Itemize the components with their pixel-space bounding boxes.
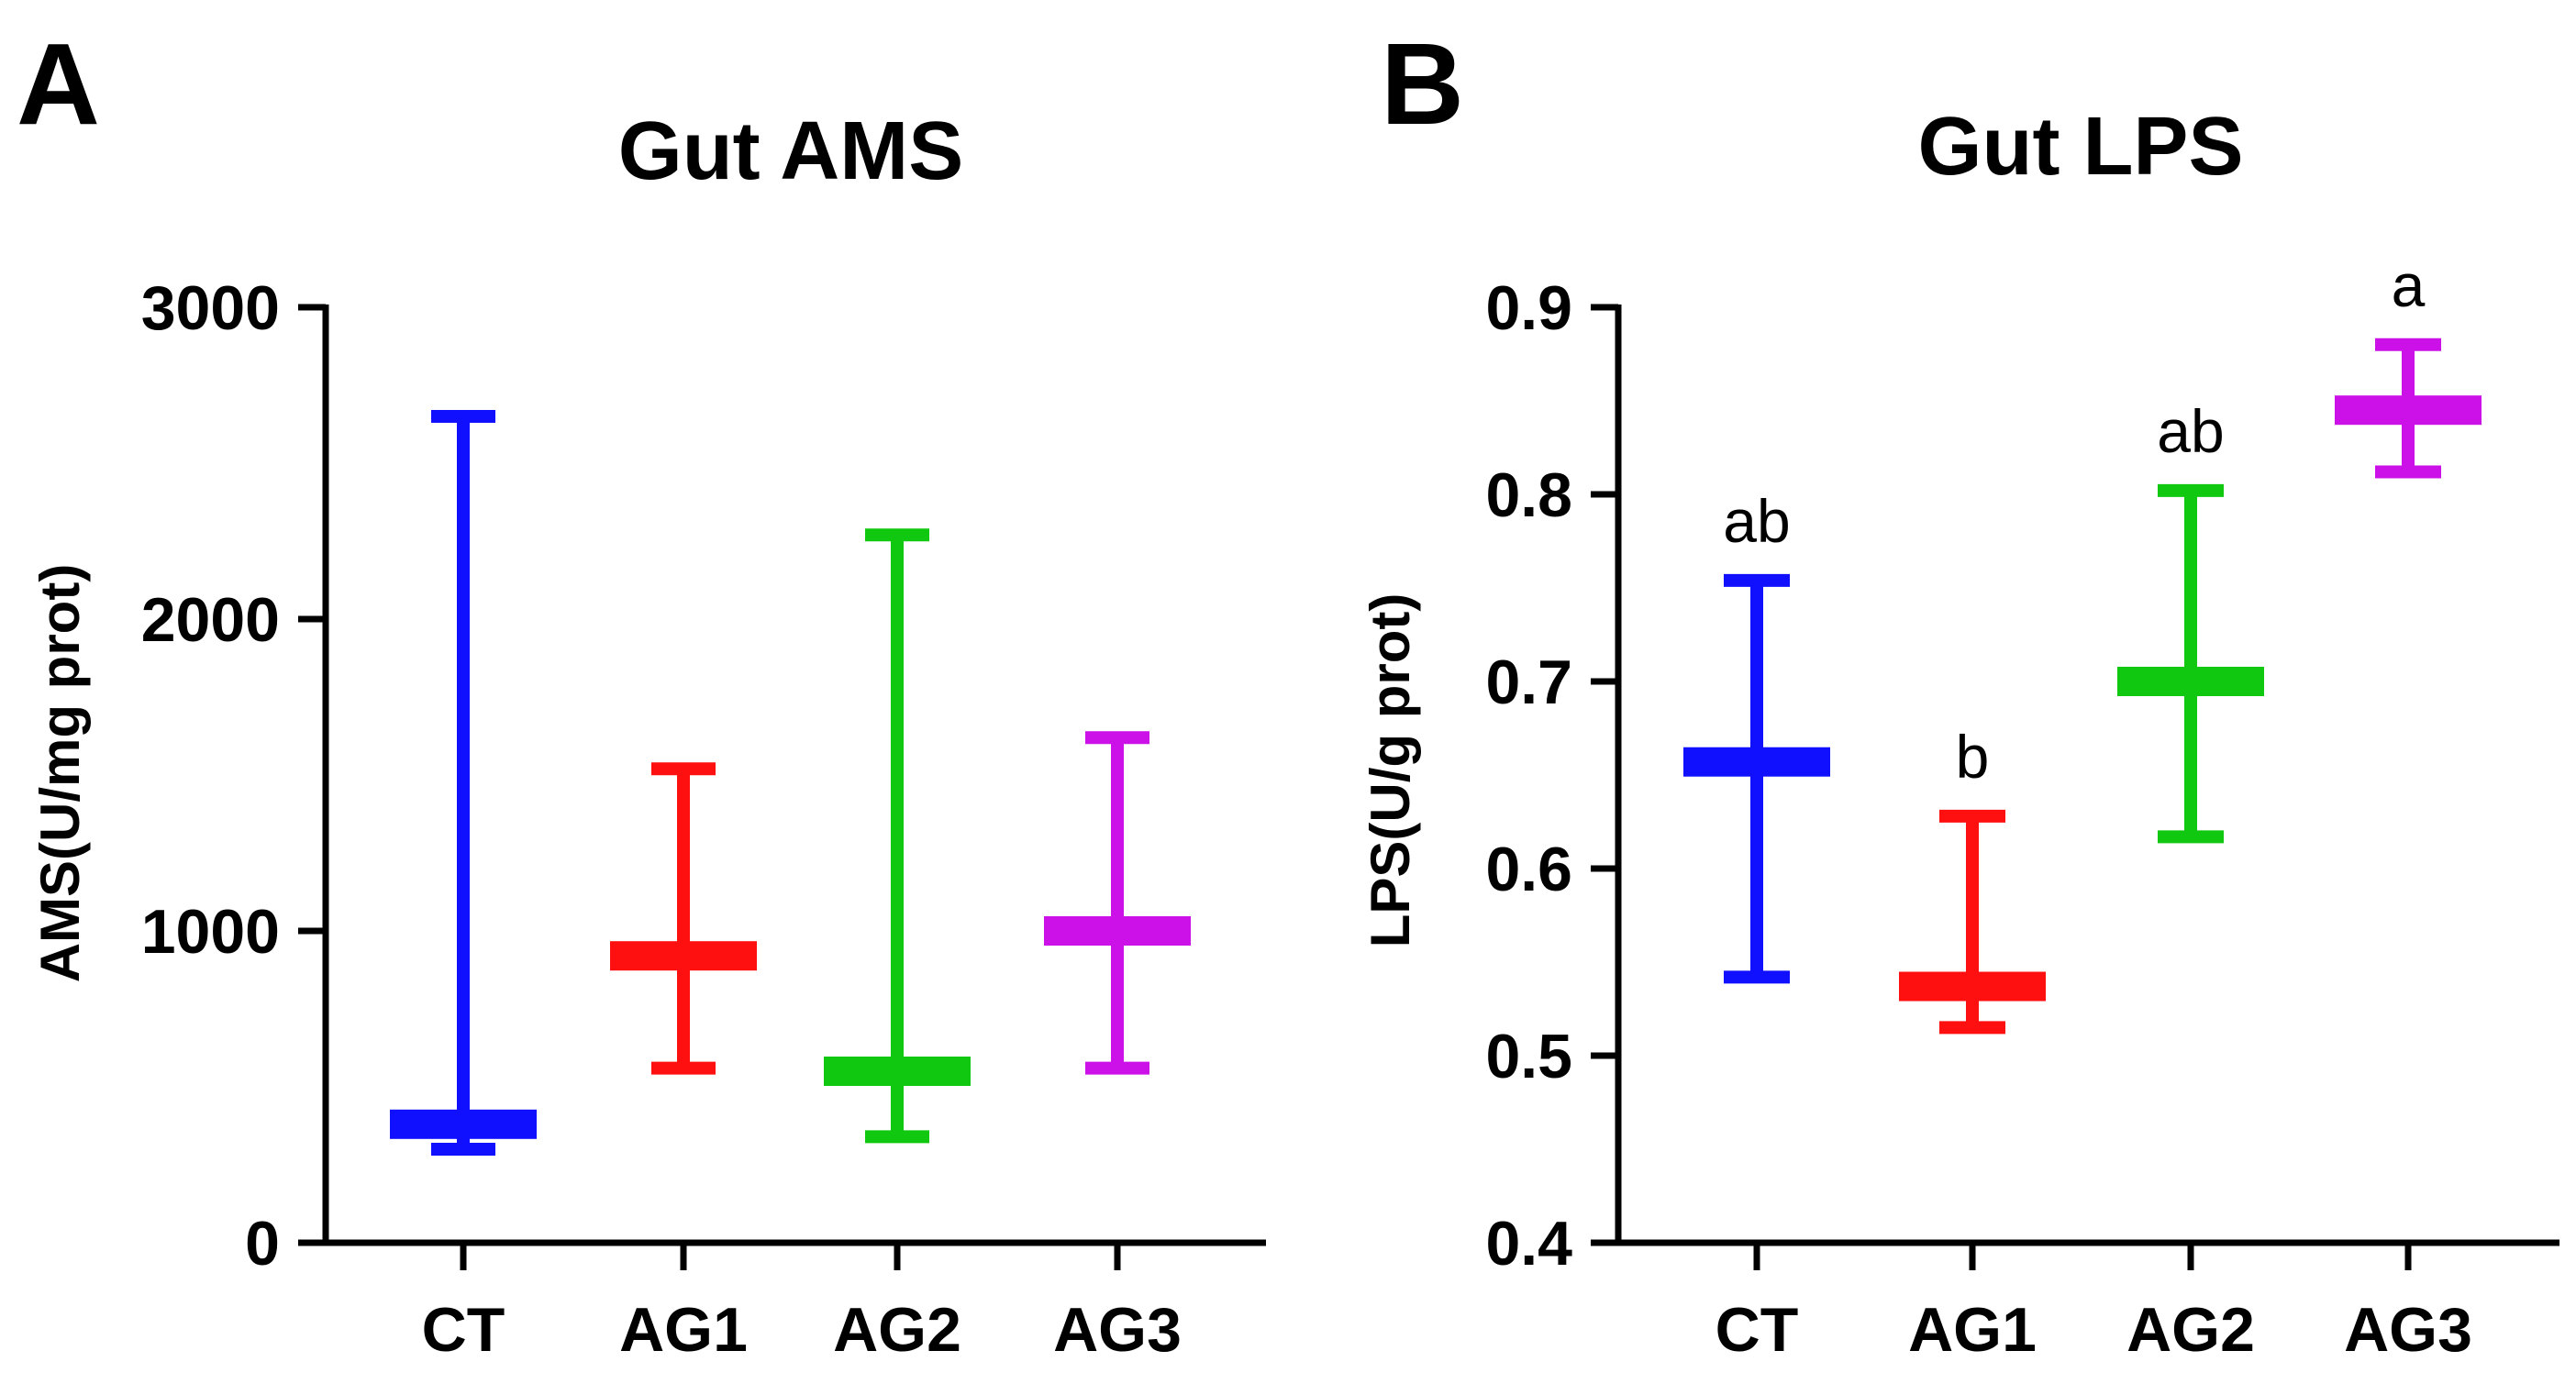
panel-b-significance-label-ag3: a xyxy=(2392,251,2426,319)
panel-b-x-tick-label-ct: CT xyxy=(1715,1295,1799,1365)
panel-a-title: Gut AMS xyxy=(618,105,964,197)
panel-b-median-bar-ag2 xyxy=(2117,667,2264,696)
panel-a-plot-area: 0 1000 2000 3000 CT AG1 AG2 AG3 xyxy=(141,273,1266,1365)
panel-a-y-tick-label: 3000 xyxy=(141,273,280,343)
panel-b-y-tick-label: 0.9 xyxy=(1485,273,1572,343)
panel-b: B Gut LPS LPS(U/g prot) 0.40.50.60.70.80… xyxy=(1360,19,2559,1365)
panel-a-x-tick-label-ag2: AG2 xyxy=(833,1295,961,1365)
panel-a-y-tick-label: 2000 xyxy=(141,585,280,655)
panel-b-significance-label-ag1: b xyxy=(1956,723,1990,791)
panel-a-y-axis-title: AMS(U/mg prot) xyxy=(29,564,91,983)
panel-b-letter: B xyxy=(1381,19,1464,149)
panel-b-x-tick-label-ag2: AG2 xyxy=(2126,1295,2255,1365)
panel-b-y-axis-title: LPS(U/g prot) xyxy=(1360,593,1421,948)
panel-b-y-tick-label: 0.4 xyxy=(1485,1209,1572,1279)
panel-a-median-bar-ag2 xyxy=(824,1057,971,1086)
panel-b-median-bar-ag3 xyxy=(2335,395,2482,426)
panel-a-x-tick-label-ct: CT xyxy=(422,1295,505,1365)
panel-b-significance-label-ag2: ab xyxy=(2157,397,2224,465)
panel-a-letter: A xyxy=(17,19,100,149)
panel-a-y-tick-label: 0 xyxy=(245,1209,280,1279)
panel-b-x-tick-label-ag1: AG1 xyxy=(1908,1295,2037,1365)
panel-b-y-tick-label: 0.6 xyxy=(1485,835,1572,904)
panel-b-y-tick-label: 0.8 xyxy=(1485,460,1572,530)
panel-a-median-bar-ct xyxy=(390,1109,537,1139)
panel-a-median-bar-ag1 xyxy=(610,941,757,971)
panel-b-x-tick-label-ag3: AG3 xyxy=(2344,1295,2472,1365)
panel-b-y-tick-label: 0.7 xyxy=(1485,648,1572,717)
panel-a-x-tick-label-ag1: AG1 xyxy=(619,1295,748,1365)
panel-a-y-tick-label: 1000 xyxy=(141,897,280,967)
panel-b-median-bar-ag1 xyxy=(1899,971,2046,1002)
panel-a-x-tick-label-ag3: AG3 xyxy=(1053,1295,1182,1365)
panel-a-median-bar-ag3 xyxy=(1044,916,1191,946)
panel-b-significance-label-ct: ab xyxy=(1723,487,1790,555)
panel-b-title: Gut LPS xyxy=(1918,101,2244,193)
panel-b-median-bar-ct xyxy=(1683,747,1830,777)
panel-b-y-tick-label: 0.5 xyxy=(1485,1022,1572,1091)
panel-b-plot-area: 0.4 0.5 0.6 0.7 0.8 0.9 CT ab AG1 b AG2 ab AG3 a xyxy=(1485,251,2559,1365)
panel-a: A Gut AMS AMS(U/mg prot) 0 1000 2000 3000 CT… xyxy=(17,19,1266,1365)
